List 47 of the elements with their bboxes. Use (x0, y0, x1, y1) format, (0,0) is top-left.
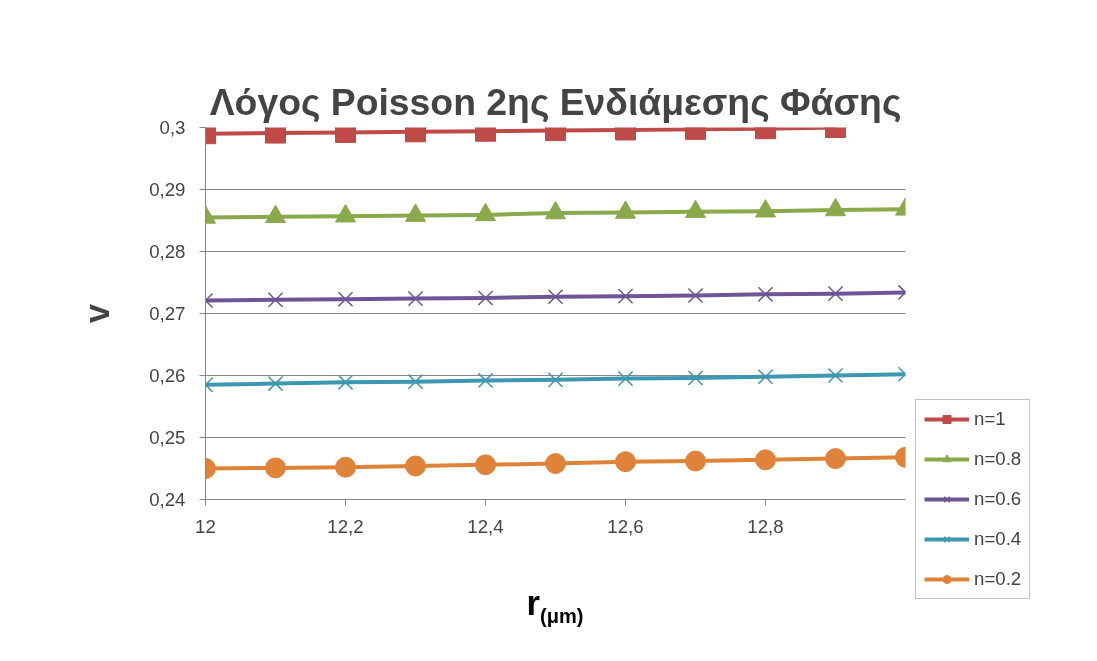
y-tick-label: 0,25 (149, 427, 186, 448)
x-tick-label: 12,8 (747, 515, 784, 537)
x-tick-label: 12,2 (327, 515, 364, 537)
point (827, 285, 844, 302)
point (617, 288, 634, 304)
point (825, 448, 846, 470)
legend-label: n=1 (974, 408, 1006, 430)
x-tick-label: 12 (195, 515, 216, 537)
y-tick-label: 0,3 (159, 117, 186, 138)
point (407, 373, 424, 390)
point (757, 286, 774, 303)
point (267, 292, 284, 308)
x-axis-title: r$_{(μm)}$ (526, 583, 584, 629)
point (267, 375, 284, 392)
point (617, 370, 634, 387)
y-tick-label: 0,26 (149, 365, 186, 386)
point (685, 450, 706, 472)
point (687, 287, 704, 304)
point (407, 290, 424, 307)
legend-label: n=0.2 (974, 568, 1022, 590)
point (265, 457, 286, 479)
chart-title: Λόγος Poisson 2ης Ενδιάμεσης Φάσης (209, 80, 902, 123)
point (687, 370, 704, 386)
y-tick-label: 0,24 (149, 489, 186, 510)
legend-label: n=0.8 (974, 448, 1022, 470)
y-tick-label: 0,28 (149, 241, 186, 262)
point (757, 368, 774, 385)
point (615, 451, 636, 473)
point (755, 449, 776, 471)
point (547, 288, 564, 305)
point (337, 374, 354, 391)
point (477, 290, 494, 306)
point (477, 372, 494, 389)
x-tick-label: 12,6 (607, 515, 644, 537)
point (405, 455, 426, 477)
y-axis-title: v (78, 303, 117, 324)
point (335, 456, 356, 478)
legend-label: n=0.4 (974, 528, 1022, 550)
point (475, 454, 496, 476)
y-tick-label: 0,27 (149, 303, 186, 324)
point (545, 453, 566, 475)
y-tick-label: 0,29 (149, 179, 186, 200)
x-tick-label: 12,4 (467, 515, 504, 537)
legend-label: n=0.6 (974, 488, 1022, 510)
point (547, 372, 564, 388)
point (827, 367, 844, 384)
point (337, 291, 354, 308)
